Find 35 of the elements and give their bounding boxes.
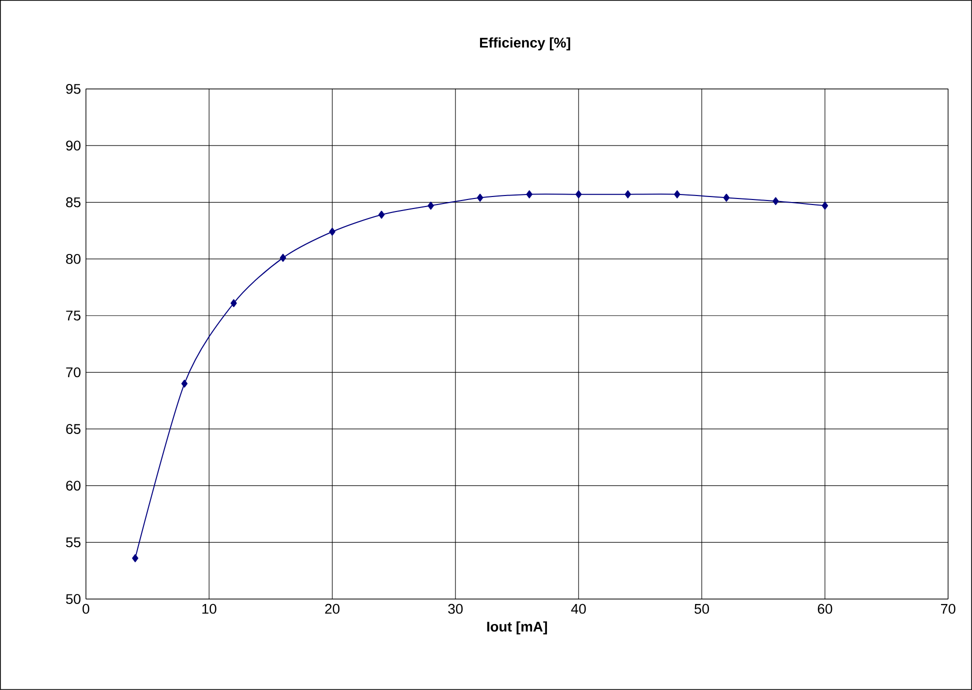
y-tick-label: 50	[66, 594, 80, 604]
chart-title: Efficiency [%]	[480, 37, 570, 50]
point	[674, 190, 680, 198]
x-tick-label: 70	[941, 604, 956, 614]
point	[575, 190, 582, 198]
x-tick-label: 30	[448, 604, 463, 614]
y-tick-label: 85	[66, 197, 80, 208]
x-tick-label: 40	[571, 604, 586, 614]
point	[822, 202, 828, 210]
y-tick-label: 65	[66, 424, 80, 434]
x-axis-title: Iout [mA]	[487, 621, 547, 634]
x-tick-label: 50	[694, 604, 710, 614]
y-tick-label: 80	[66, 254, 80, 264]
y-tick-label: 55	[66, 537, 80, 548]
x-tick-label: 20	[325, 604, 340, 614]
point	[526, 190, 532, 198]
point	[230, 299, 237, 308]
x-tick-label: 60	[818, 604, 832, 614]
point	[378, 210, 385, 219]
point	[329, 228, 336, 236]
point	[723, 194, 730, 202]
y-tick-label: 60	[66, 480, 80, 491]
point	[280, 254, 286, 262]
point	[624, 190, 631, 198]
x-tick-label: 0	[82, 604, 90, 614]
y-tick-label: 75	[66, 310, 80, 321]
y-tick-label: 95	[66, 84, 80, 94]
point	[181, 380, 188, 388]
point	[132, 554, 138, 562]
point	[428, 202, 434, 210]
x-tick-label: 10	[202, 604, 216, 614]
point	[772, 197, 779, 206]
y-tick-label: 70	[66, 367, 80, 378]
point	[476, 194, 484, 202]
y-tick-label: 90	[66, 140, 80, 151]
